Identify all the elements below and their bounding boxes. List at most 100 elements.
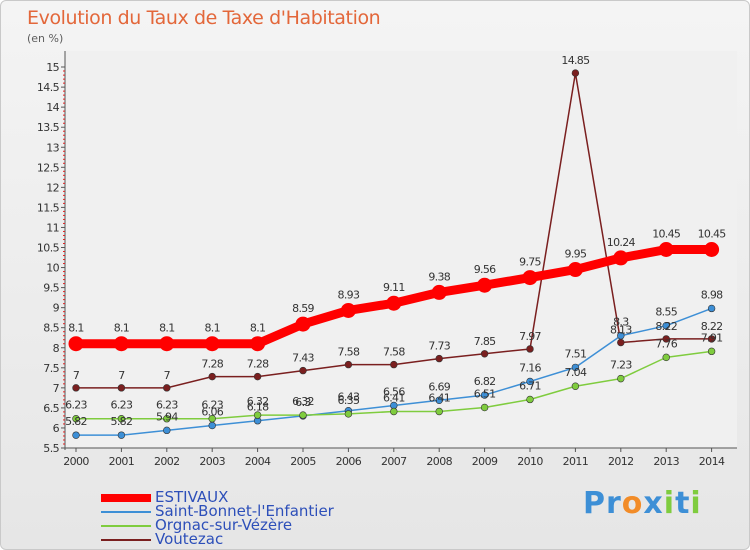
data-point	[707, 335, 716, 343]
data-point	[617, 338, 625, 347]
y-tick-label: 15	[46, 61, 59, 74]
y-tick-label: 6	[53, 422, 60, 435]
data-label: 5.82	[111, 415, 133, 428]
data-point	[250, 336, 266, 352]
data-label: 6.32	[292, 395, 314, 408]
data-label: 6.23	[201, 399, 223, 412]
data-label: 8.59	[292, 302, 314, 315]
data-point	[299, 411, 307, 419]
data-label: 7.04	[565, 366, 587, 379]
x-tick-label: 2001	[109, 455, 135, 468]
data-point	[617, 332, 625, 340]
data-label: 7.16	[519, 361, 541, 374]
data-point	[526, 345, 534, 353]
data-point	[163, 426, 171, 435]
y-tick-label: 9.5	[43, 282, 59, 295]
data-point	[295, 316, 311, 332]
data-label: 8.22	[701, 320, 723, 333]
data-point	[431, 284, 447, 300]
data-point	[163, 415, 171, 423]
x-tick-label: 2012	[608, 455, 634, 468]
y-tick-label: 14	[46, 101, 59, 114]
data-point	[435, 407, 443, 416]
data-label: 8.55	[655, 306, 677, 319]
data-label: 8.13	[610, 324, 632, 337]
data-point	[208, 415, 216, 423]
data-label: 7.58	[383, 346, 405, 359]
data-label: 6.41	[383, 392, 405, 405]
logo-letter: r	[606, 486, 622, 521]
plot-area	[65, 51, 737, 448]
y-tick-label: 5.5	[43, 442, 59, 455]
y-tick-label: 9	[53, 302, 60, 315]
data-point	[571, 69, 580, 77]
data-label: 8.1	[204, 322, 219, 335]
data-point	[386, 295, 402, 311]
logo-letter: i	[663, 486, 676, 521]
data-point	[253, 372, 262, 381]
data-label: 6.23	[111, 399, 133, 412]
x-tick-label: 2008	[426, 455, 452, 468]
data-point	[617, 374, 625, 383]
data-point	[704, 242, 720, 258]
x-tick-label: 2009	[472, 455, 498, 468]
data-point	[567, 262, 583, 278]
data-label: 5.94	[156, 410, 178, 423]
data-label: 6.23	[156, 399, 178, 412]
data-point	[435, 354, 443, 363]
data-point	[117, 384, 126, 392]
data-label: 9.75	[519, 256, 541, 269]
data-point	[72, 431, 80, 439]
data-label: 7.28	[247, 358, 269, 371]
x-tick-label: 2010	[517, 455, 543, 468]
data-point	[662, 321, 670, 330]
data-point	[526, 395, 534, 404]
data-label: 7	[164, 369, 171, 382]
data-label: 8.93	[338, 288, 360, 301]
y-tick-label: 14.5	[37, 81, 60, 94]
data-label: 7.85	[474, 335, 496, 348]
data-point	[477, 277, 493, 293]
y-tick-label: 8	[53, 342, 60, 355]
data-label: 5.82	[65, 415, 87, 428]
data-label: 6.43	[338, 391, 360, 404]
data-label: 7.28	[201, 358, 223, 371]
data-point	[163, 384, 171, 392]
data-point	[613, 250, 629, 266]
data-label: 6.56	[383, 385, 405, 398]
x-tick-label: 2006	[336, 455, 362, 468]
data-label: 10.24	[607, 236, 636, 249]
data-point	[72, 384, 80, 392]
data-label: 8.1	[250, 322, 265, 335]
data-label: 9.56	[474, 263, 496, 276]
data-label: 6.71	[519, 379, 541, 392]
data-label: 8.1	[68, 322, 83, 335]
data-label: 10.45	[652, 228, 681, 241]
data-label: 7.91	[701, 331, 723, 344]
data-label: 6.06	[201, 406, 223, 419]
y-tick-label: 10	[46, 262, 59, 275]
data-point	[480, 391, 489, 399]
logo-letter: t	[675, 486, 691, 521]
y-tick-label: 7.5	[43, 362, 59, 375]
x-tick-label: 2003	[199, 455, 225, 468]
y-tick-label: 6.5	[43, 402, 59, 415]
data-point	[117, 415, 126, 423]
data-point	[480, 350, 489, 358]
x-tick-label: 2014	[699, 455, 725, 468]
data-point	[159, 336, 175, 352]
data-point	[390, 407, 398, 416]
x-tick-label: 2011	[563, 455, 589, 468]
data-point	[113, 336, 129, 352]
data-label: 6.35	[338, 394, 360, 407]
data-point	[68, 336, 84, 352]
data-point	[571, 363, 580, 372]
data-label: 8.1	[159, 322, 174, 335]
data-label: 7	[118, 369, 125, 382]
data-point	[344, 360, 353, 369]
data-label: 6.69	[428, 380, 450, 393]
data-point	[208, 372, 216, 381]
logo-letter: P	[583, 486, 606, 521]
data-point	[522, 270, 538, 286]
